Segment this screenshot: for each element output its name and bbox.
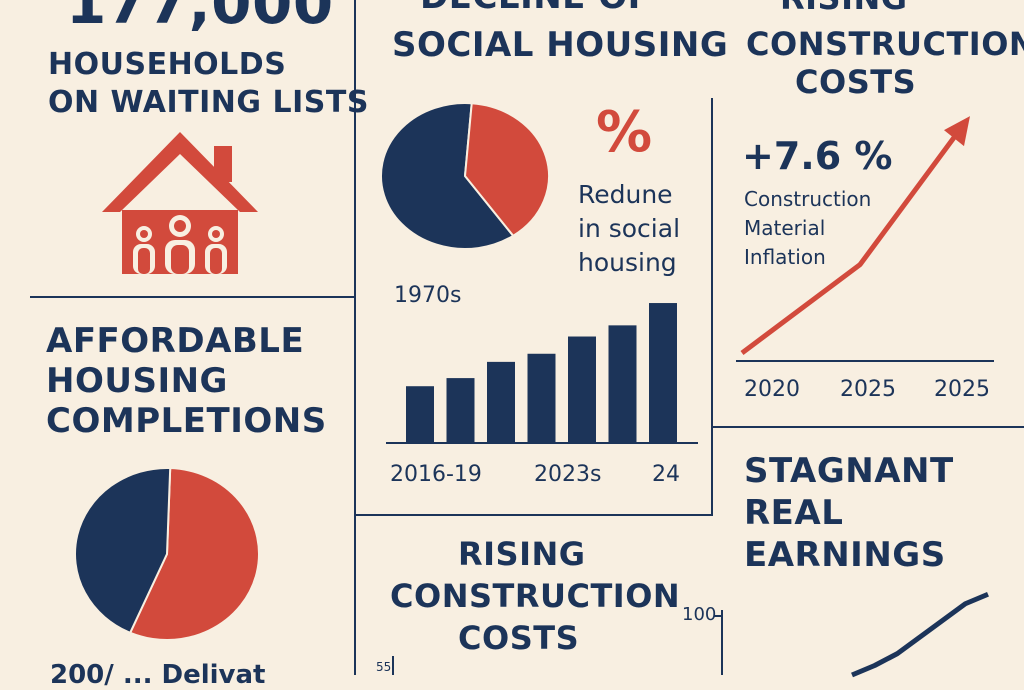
decline-pie-slice-2 (463, 102, 550, 238)
decline-x-label-3: 24 (652, 462, 680, 487)
decline-pie-label: 1970s (394, 283, 462, 308)
affordable-title-1: AFFORDABLE (46, 321, 305, 361)
rising-bottom-title-2: CONSTRUCTION (390, 577, 681, 615)
decline-bar-chart (386, 303, 698, 444)
decline-bar-5 (568, 336, 596, 442)
rising-bottom-axis (392, 656, 394, 675)
rising-top-x-label-3: 2025 (934, 377, 990, 402)
decline-bar-7 (649, 303, 677, 442)
earnings-y-tick: 100 (682, 604, 717, 625)
waiting-list-stat: 177,000 (66, 0, 334, 37)
rising-top-caption-3: Inflation (744, 245, 826, 269)
rising-bottom-title-3: COSTS (458, 619, 580, 657)
decline-bar-6 (608, 325, 637, 442)
rising-top-title-2: CONSTRUCTION (746, 25, 1024, 63)
rising-top-caption-1: Construction (744, 187, 872, 211)
waiting-list-caption-1: HOUSEHOLDS (48, 47, 287, 82)
divider-vertical-mid (711, 98, 713, 516)
rising-top-x-label-2: 2025 (840, 377, 896, 402)
decline-percent-symbol: % (596, 100, 653, 165)
affordable-pie-slice-2 (74, 467, 172, 635)
waiting-list-caption-2: ON WAITING LISTS (48, 85, 369, 120)
divider-vertical-left (354, 0, 356, 675)
decline-title-2: SOCIAL HOUSING (392, 25, 729, 65)
rising-top-title-1: RISING (780, 0, 908, 17)
affordable-footer: 200/ ... Delivat (50, 660, 266, 690)
rising-top-caption-2: Material (744, 216, 826, 240)
decline-pie-chart (380, 102, 550, 250)
rising-top-x-label-1: 2020 (744, 377, 800, 402)
earnings-title-3: EARNINGS (744, 535, 946, 575)
affordable-pie-slice-1 (128, 467, 260, 641)
decline-bar-2 (446, 378, 475, 442)
rising-costs-line-chart (736, 116, 994, 362)
divider-horizontal-mid (356, 514, 713, 516)
rising-bottom-axis-stub: 55 (376, 660, 392, 674)
decline-pie-slice-1 (380, 102, 515, 250)
decline-bar-3 (487, 361, 515, 442)
divider-horizontal-right (713, 426, 1024, 428)
rising-costs-arrowhead (944, 116, 970, 147)
decline-title-1: DECLINE OF (420, 0, 651, 17)
earnings-title-2: REAL (744, 493, 844, 533)
decline-x-label-1: 2016-19 (390, 462, 482, 487)
decline-bar-4 (527, 353, 556, 442)
rising-top-stat: +7.6 % (742, 134, 893, 178)
rising-bottom-title-1: RISING (458, 535, 586, 573)
decline-caption-1: Redune (578, 180, 673, 209)
rising-costs-line (740, 130, 961, 356)
earnings-title-1: STAGNANT (744, 451, 954, 491)
decline-bar-1 (406, 386, 434, 442)
rising-top-title-3: COSTS (795, 63, 917, 101)
decline-x-label-2: 2023s (534, 462, 602, 487)
affordable-title-2: HOUSING (46, 361, 228, 401)
earnings-line-chart (714, 591, 989, 678)
earnings-line (851, 591, 989, 678)
decline-caption-3: housing (578, 248, 677, 277)
decline-caption-2: in social (578, 214, 681, 243)
divider-horizontal-left (30, 296, 354, 298)
affordable-pie-chart (74, 467, 260, 641)
affordable-title-3: COMPLETIONS (46, 401, 327, 441)
house-family-icon (102, 132, 258, 274)
